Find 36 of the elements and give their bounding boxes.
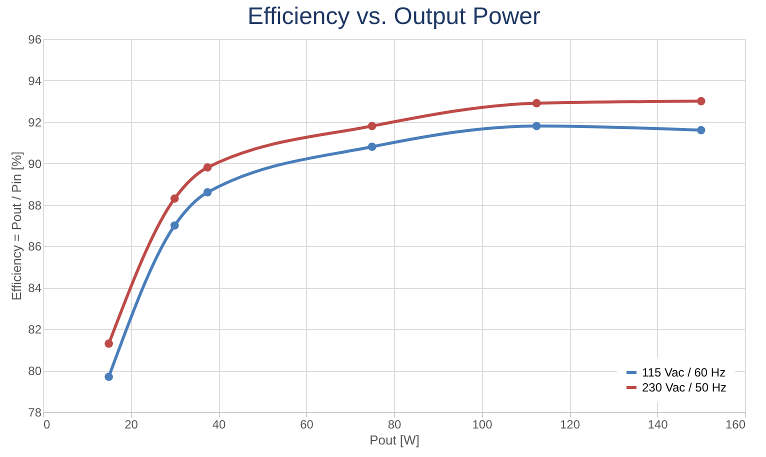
point	[532, 99, 541, 108]
point	[203, 163, 212, 172]
point	[696, 126, 706, 134]
chart-title: Efficiency vs. Output Power	[247, 3, 541, 30]
y-tick-label: 94	[28, 74, 42, 88]
x-tick-label: 140	[648, 418, 668, 432]
point	[368, 142, 376, 151]
y-tick-label: 96	[28, 32, 42, 46]
y-axis-title: Efficiency = Pout / Pin [%]	[9, 152, 24, 300]
point	[696, 96, 706, 106]
x-tick-label: 40	[212, 418, 226, 432]
x-tick-label: 120	[560, 418, 580, 432]
x-tick-label: 80	[388, 418, 402, 432]
x-axis-title: Pout [W]	[370, 432, 420, 448]
y-tick-label: 84	[28, 281, 42, 296]
y-tick-label: 92	[28, 115, 42, 130]
y-tick-label: 86	[28, 240, 42, 254]
point	[104, 372, 113, 381]
y-tick-label: 80	[28, 364, 42, 378]
point	[104, 339, 113, 348]
x-tick-label: 60	[300, 418, 314, 432]
point	[170, 194, 179, 203]
x-tick-label: 100	[472, 418, 493, 432]
y-tick-label: 88	[28, 198, 42, 212]
legend-label: 230 Vac / 50 Hz	[642, 380, 726, 394]
y-tick-label: 90	[28, 156, 42, 171]
x-tick-label: 0	[44, 418, 50, 432]
point	[203, 188, 212, 197]
point	[532, 122, 541, 130]
point	[170, 221, 179, 230]
y-tick-label: 82	[28, 322, 42, 337]
point	[368, 122, 376, 130]
y-tick-label: 78	[28, 406, 42, 420]
legend-label: 115 Vac / 60 Hz	[642, 366, 726, 380]
x-tick-label: 20	[124, 418, 138, 432]
x-tick-label: 160	[725, 418, 746, 432]
